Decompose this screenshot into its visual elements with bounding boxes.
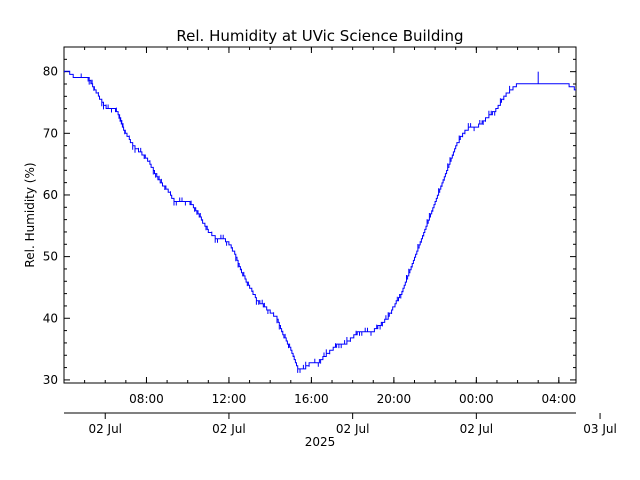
y-axis: 30 40 50 60 70 80 [43,58,576,387]
y-tick-label: 30 [43,373,58,387]
date-tick-label: 02 Jul [212,422,246,436]
x-axis: 08:00 12:00 16:00 20:00 00:00 04:00 02 Jul 02 J… [64,47,617,436]
plot-area [63,46,577,384]
y-tick-label: 80 [43,65,58,79]
x-tick-label: 20:00 [377,392,412,406]
humidity-series-line [64,70,576,373]
y-axis-label: Rel. Humidity (%) [23,162,37,267]
y-tick-label: 50 [43,250,58,264]
date-tick-label: 02 Jul [460,422,494,436]
chart-title: Rel. Humidity at UVic Science Building [176,27,463,45]
y-tick-label: 70 [43,126,58,140]
x-axis-year-label: 2025 [305,435,336,449]
y-tick-label: 40 [43,311,58,325]
x-tick-label: 00:00 [459,392,494,406]
y-tick-label: 60 [43,188,58,202]
x-tick-label: 16:00 [294,392,329,406]
date-tick-label: 02 Jul [336,422,370,436]
x-tick-label: 04:00 [542,392,577,406]
x-tick-label: 12:00 [212,392,247,406]
date-tick-label: 03 Jul [583,422,617,436]
x-tick-label: 08:00 [129,392,164,406]
date-tick-label: 02 Jul [88,422,122,436]
